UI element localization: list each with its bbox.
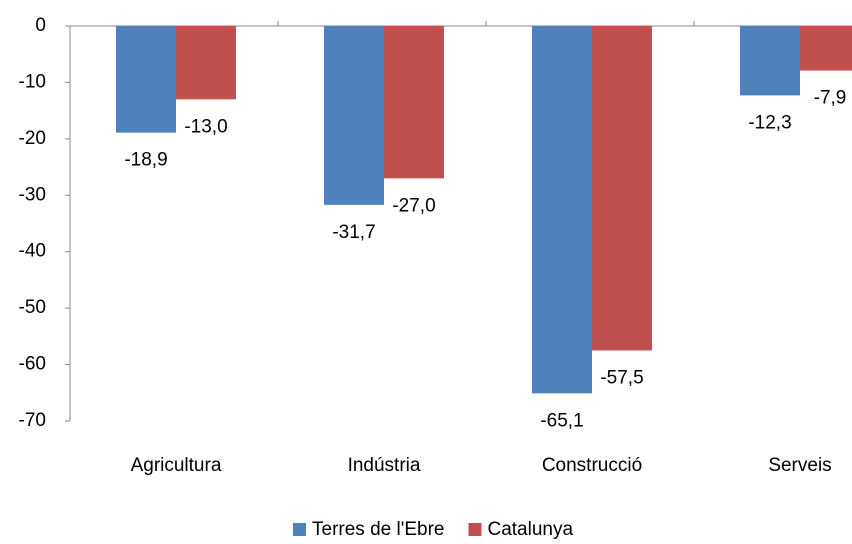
y-tick-label: -30 [19, 184, 46, 205]
value-label: -12,3 [748, 112, 791, 133]
legend-label: Catalunya [487, 519, 573, 540]
legend-label: Terres de l'Ebre [312, 519, 444, 540]
x-tick-label: Construcció [542, 455, 642, 476]
bar [176, 26, 236, 100]
bar [592, 26, 652, 351]
y-tick-label: 0 [35, 15, 46, 36]
y-tick-label: -60 [19, 354, 46, 375]
bar [116, 26, 176, 133]
value-label: -57,5 [600, 367, 643, 388]
value-label: -27,0 [392, 195, 435, 216]
value-label: -18,9 [124, 150, 167, 171]
bar [800, 26, 852, 71]
value-label: -65,1 [540, 410, 583, 431]
y-tick-label: -70 [19, 410, 46, 431]
legend-swatch [293, 523, 306, 536]
bar [384, 26, 444, 179]
y-tick-label: -50 [19, 297, 46, 318]
bar [740, 26, 800, 96]
bar [532, 26, 592, 394]
value-label: -7,9 [814, 88, 847, 109]
x-tick-label: Serveis [768, 455, 831, 476]
value-label: -13,0 [184, 116, 227, 137]
legend-swatch [468, 523, 482, 536]
y-tick-label: -40 [19, 241, 46, 262]
y-tick-label: -10 [19, 71, 46, 92]
x-tick-label: Agricultura [131, 455, 222, 476]
bar [324, 26, 384, 205]
x-tick-label: Indústria [348, 455, 421, 476]
y-tick-label: -20 [19, 128, 46, 149]
value-label: -31,7 [332, 222, 375, 243]
